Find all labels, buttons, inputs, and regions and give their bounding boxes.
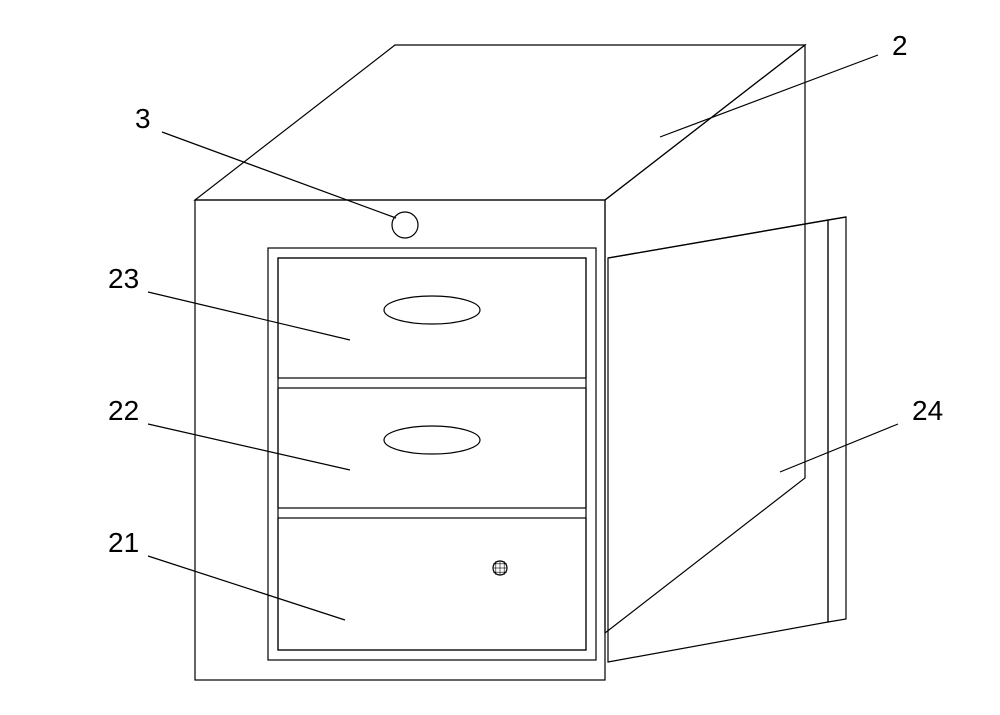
leader-line bbox=[780, 424, 898, 472]
leader-line bbox=[162, 132, 396, 218]
leader-line bbox=[148, 424, 350, 470]
bottom-panel bbox=[278, 518, 586, 650]
cabinet-top-face bbox=[195, 45, 805, 200]
middle-drawer bbox=[278, 388, 586, 508]
cabinet-front-face bbox=[195, 200, 605, 680]
door-front bbox=[608, 220, 828, 662]
label-2: 2 bbox=[892, 30, 908, 61]
label-24: 24 bbox=[912, 395, 943, 426]
middle-drawer-handle-icon bbox=[384, 426, 480, 454]
top-drawer-handle-icon bbox=[384, 296, 480, 324]
leader-line bbox=[660, 55, 878, 137]
label-23: 23 bbox=[108, 263, 139, 294]
leader-line bbox=[148, 292, 350, 340]
label-21: 21 bbox=[108, 527, 139, 558]
leader-line bbox=[148, 556, 345, 620]
label-3: 3 bbox=[135, 103, 151, 134]
diagram-canvas: 2323222421 bbox=[0, 0, 1000, 715]
door-edge bbox=[828, 217, 846, 622]
top-drawer bbox=[278, 258, 586, 378]
label-22: 22 bbox=[108, 395, 139, 426]
door-top-edge bbox=[608, 217, 846, 258]
lock-icon bbox=[392, 212, 418, 238]
cabinet-right-face bbox=[605, 45, 805, 633]
